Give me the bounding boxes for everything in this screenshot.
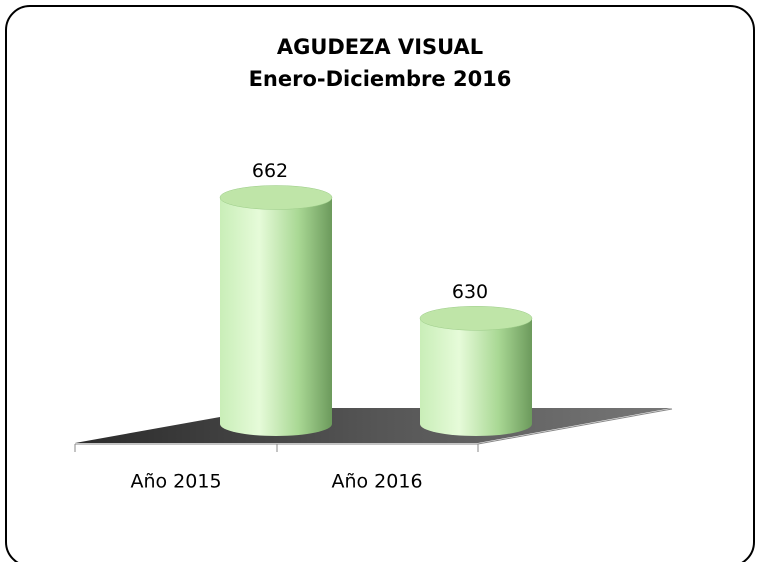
x-ticks (74, 444, 479, 452)
chart-subtitle: Enero-Diciembre 2016 (249, 67, 512, 91)
bar-body (220, 197, 332, 436)
data-label: 630 (452, 281, 488, 303)
data-label: 662 (252, 160, 288, 182)
bar-top (419, 306, 533, 331)
bar-body (420, 318, 532, 436)
x-tick-label: Año 2015 (130, 471, 221, 493)
chart-title: AGUDEZA VISUAL (277, 35, 483, 59)
x-tick-label: Año 2016 (331, 471, 422, 493)
bar (219, 185, 333, 436)
bar (419, 306, 533, 436)
bar-top (219, 185, 333, 210)
axis-side (477, 408, 673, 445)
